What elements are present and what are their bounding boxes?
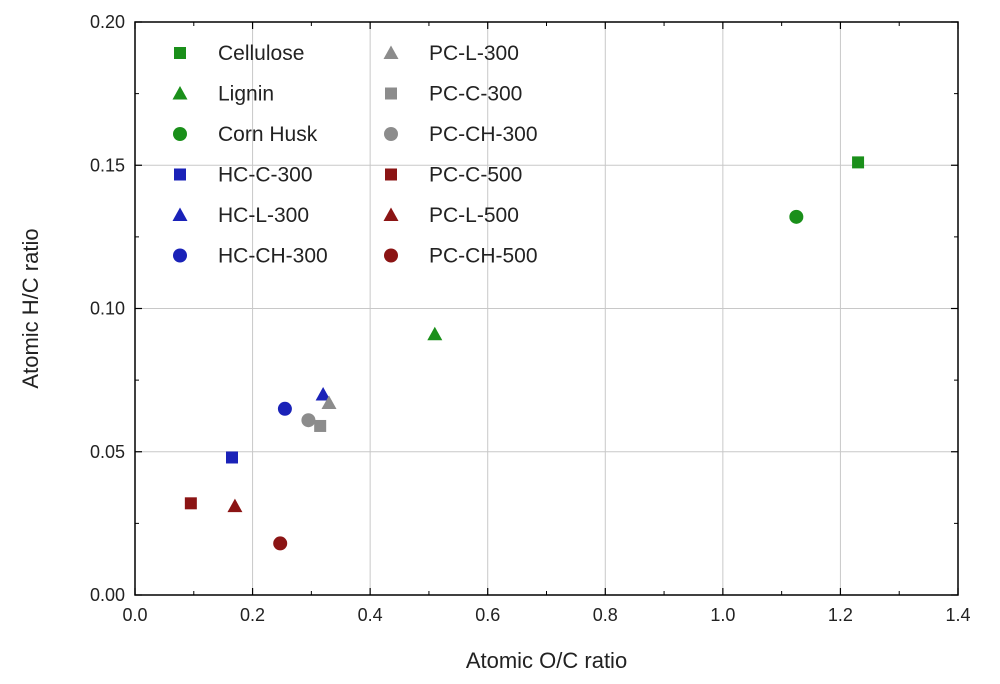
legend-marker-pc-c-300 (385, 87, 397, 100)
y-axis-title: Atomic H/C ratio (18, 228, 43, 388)
legend-marker-hc-c-300 (174, 168, 186, 181)
point-cellulose (852, 156, 865, 169)
point-pc-ch-300 (301, 413, 316, 428)
axis-ticks (134, 21, 959, 596)
legend-label-hc-c-300: HC-C-300 (218, 164, 313, 187)
point-pc-c-300 (314, 419, 327, 432)
point-hc-c-300 (225, 451, 238, 464)
legend-label-pc-ch-500: PC-CH-500 (429, 245, 538, 268)
y-tick-label: 0.15 (90, 155, 125, 175)
legend-marker-corn-husk (173, 127, 187, 141)
legend-marker-pc-l-500 (383, 207, 399, 221)
point-pc-c-500 (184, 497, 197, 510)
grid-lines (135, 22, 958, 595)
legend-marker-pc-ch-500 (384, 248, 398, 263)
point-pc-l-300 (321, 395, 337, 410)
legend-label-hc-ch-300: HC-CH-300 (218, 245, 328, 268)
legend-marker-cellulose (174, 47, 186, 59)
legend-marker-pc-ch-300 (384, 127, 398, 141)
x-axis-title: Atomic O/C ratio (466, 648, 627, 673)
point-pc-ch-500 (273, 536, 288, 551)
legend-label-cellulose: Cellulose (218, 42, 304, 65)
data-points (184, 156, 865, 551)
legend-label-corn-husk: Corn Husk (218, 123, 318, 146)
point-pc-l-500 (227, 498, 243, 513)
legend-label-pc-c-500: PC-C-500 (429, 164, 522, 187)
legend-label-pc-ch-300: PC-CH-300 (429, 123, 538, 146)
legend-label-lignin: Lignin (218, 83, 274, 106)
legend-marker-pc-c-500 (385, 168, 397, 181)
y-tick-label: 0.05 (90, 442, 125, 462)
x-tick-label: 0.4 (358, 605, 383, 625)
legend-marker-hc-ch-300 (173, 248, 187, 263)
x-tick-label: 0.6 (475, 605, 500, 625)
legend-label-hc-l-300: HC-L-300 (218, 204, 309, 227)
x-tick-label: 0.2 (240, 605, 265, 625)
y-axis-tick-labels: 0.00 0.05 0.10 0.15 0.20 (90, 12, 125, 605)
x-tick-label: 1.2 (828, 605, 853, 625)
legend-marker-hc-l-300 (172, 207, 188, 221)
x-tick-label: 1.4 (945, 605, 970, 625)
point-corn-husk (789, 209, 804, 224)
x-axis-tick-labels: 0.0 0.2 0.4 0.6 0.8 1.0 1.2 1.4 (122, 605, 970, 625)
point-hc-l-300 (315, 386, 331, 401)
legend-label-pc-c-300: PC-C-300 (429, 83, 522, 106)
legend-marker-pc-l-300 (383, 45, 399, 59)
y-tick-label: 0.20 (90, 12, 125, 32)
legend: Cellulose Lignin Corn Husk HC-C-300 HC-L-300… (172, 42, 538, 268)
x-tick-label: 1.0 (710, 605, 735, 625)
legend-label-pc-l-500: PC-L-500 (429, 204, 519, 227)
x-tick-label: 0.8 (593, 605, 618, 625)
point-lignin (427, 326, 443, 341)
legend-label-pc-l-300: PC-L-300 (429, 42, 519, 65)
x-tick-label: 0.0 (122, 605, 147, 625)
y-tick-label: 0.00 (90, 585, 125, 605)
point-hc-ch-300 (277, 401, 292, 416)
legend-marker-lignin (172, 86, 188, 100)
y-tick-label: 0.10 (90, 299, 125, 319)
